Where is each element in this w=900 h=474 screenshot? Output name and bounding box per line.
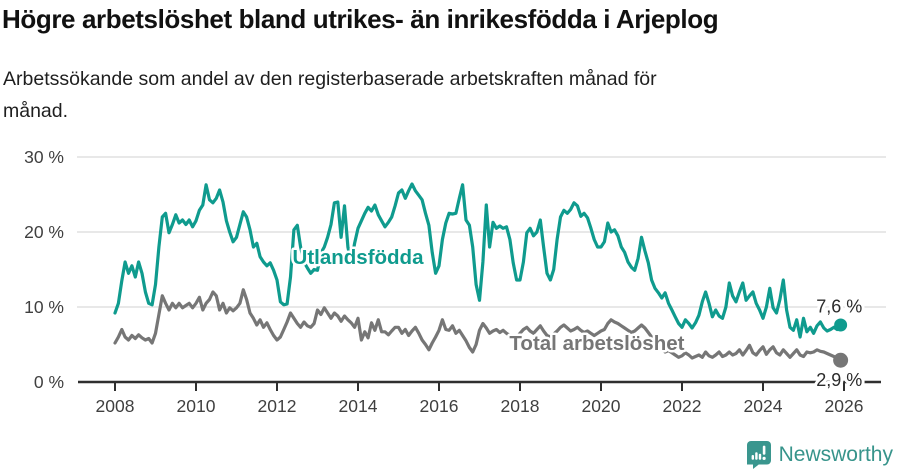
x-axis-label: 2022 — [663, 396, 702, 416]
newsworthy-brand: Newsworthy — [746, 441, 893, 469]
x-axis-label: 2014 — [339, 396, 378, 416]
series-end-value-label: 7,6 % — [816, 296, 862, 316]
page-title: Högre arbetslöshet bland utrikes- än inr… — [2, 4, 719, 34]
x-axis-label: 2012 — [258, 396, 297, 416]
x-axis-label: 2020 — [582, 396, 621, 416]
series-label: Utlandsfödda — [293, 246, 425, 269]
series-label: Total arbetslöshet — [509, 332, 684, 355]
newsworthy-logo-icon — [746, 441, 771, 469]
x-axis-label: 2024 — [744, 396, 783, 416]
x-axis-label: 2016 — [420, 396, 459, 416]
series-line-utlandsf-dda — [113, 182, 843, 339]
series-line-total-arbetsl-shet — [113, 288, 843, 362]
x-axis-label: 2018 — [501, 396, 540, 416]
y-axis-label: 10 % — [24, 297, 64, 317]
newsworthy-brand-text: Newsworthy — [778, 443, 893, 466]
x-axis-label: 2010 — [177, 396, 216, 416]
x-axis-label: 2026 — [825, 396, 864, 416]
y-axis-label: 30 % — [24, 147, 64, 167]
series-end-dot — [833, 352, 849, 368]
series-end-dot — [834, 318, 848, 332]
series-end-value-label: 2,9 % — [816, 370, 862, 390]
chart-subtitle: Arbetssökande som andel av den registerb… — [3, 68, 657, 122]
y-axis-label: 0 % — [34, 372, 64, 392]
y-axis-label: 20 % — [24, 222, 64, 242]
x-axis-label: 2008 — [96, 396, 135, 416]
